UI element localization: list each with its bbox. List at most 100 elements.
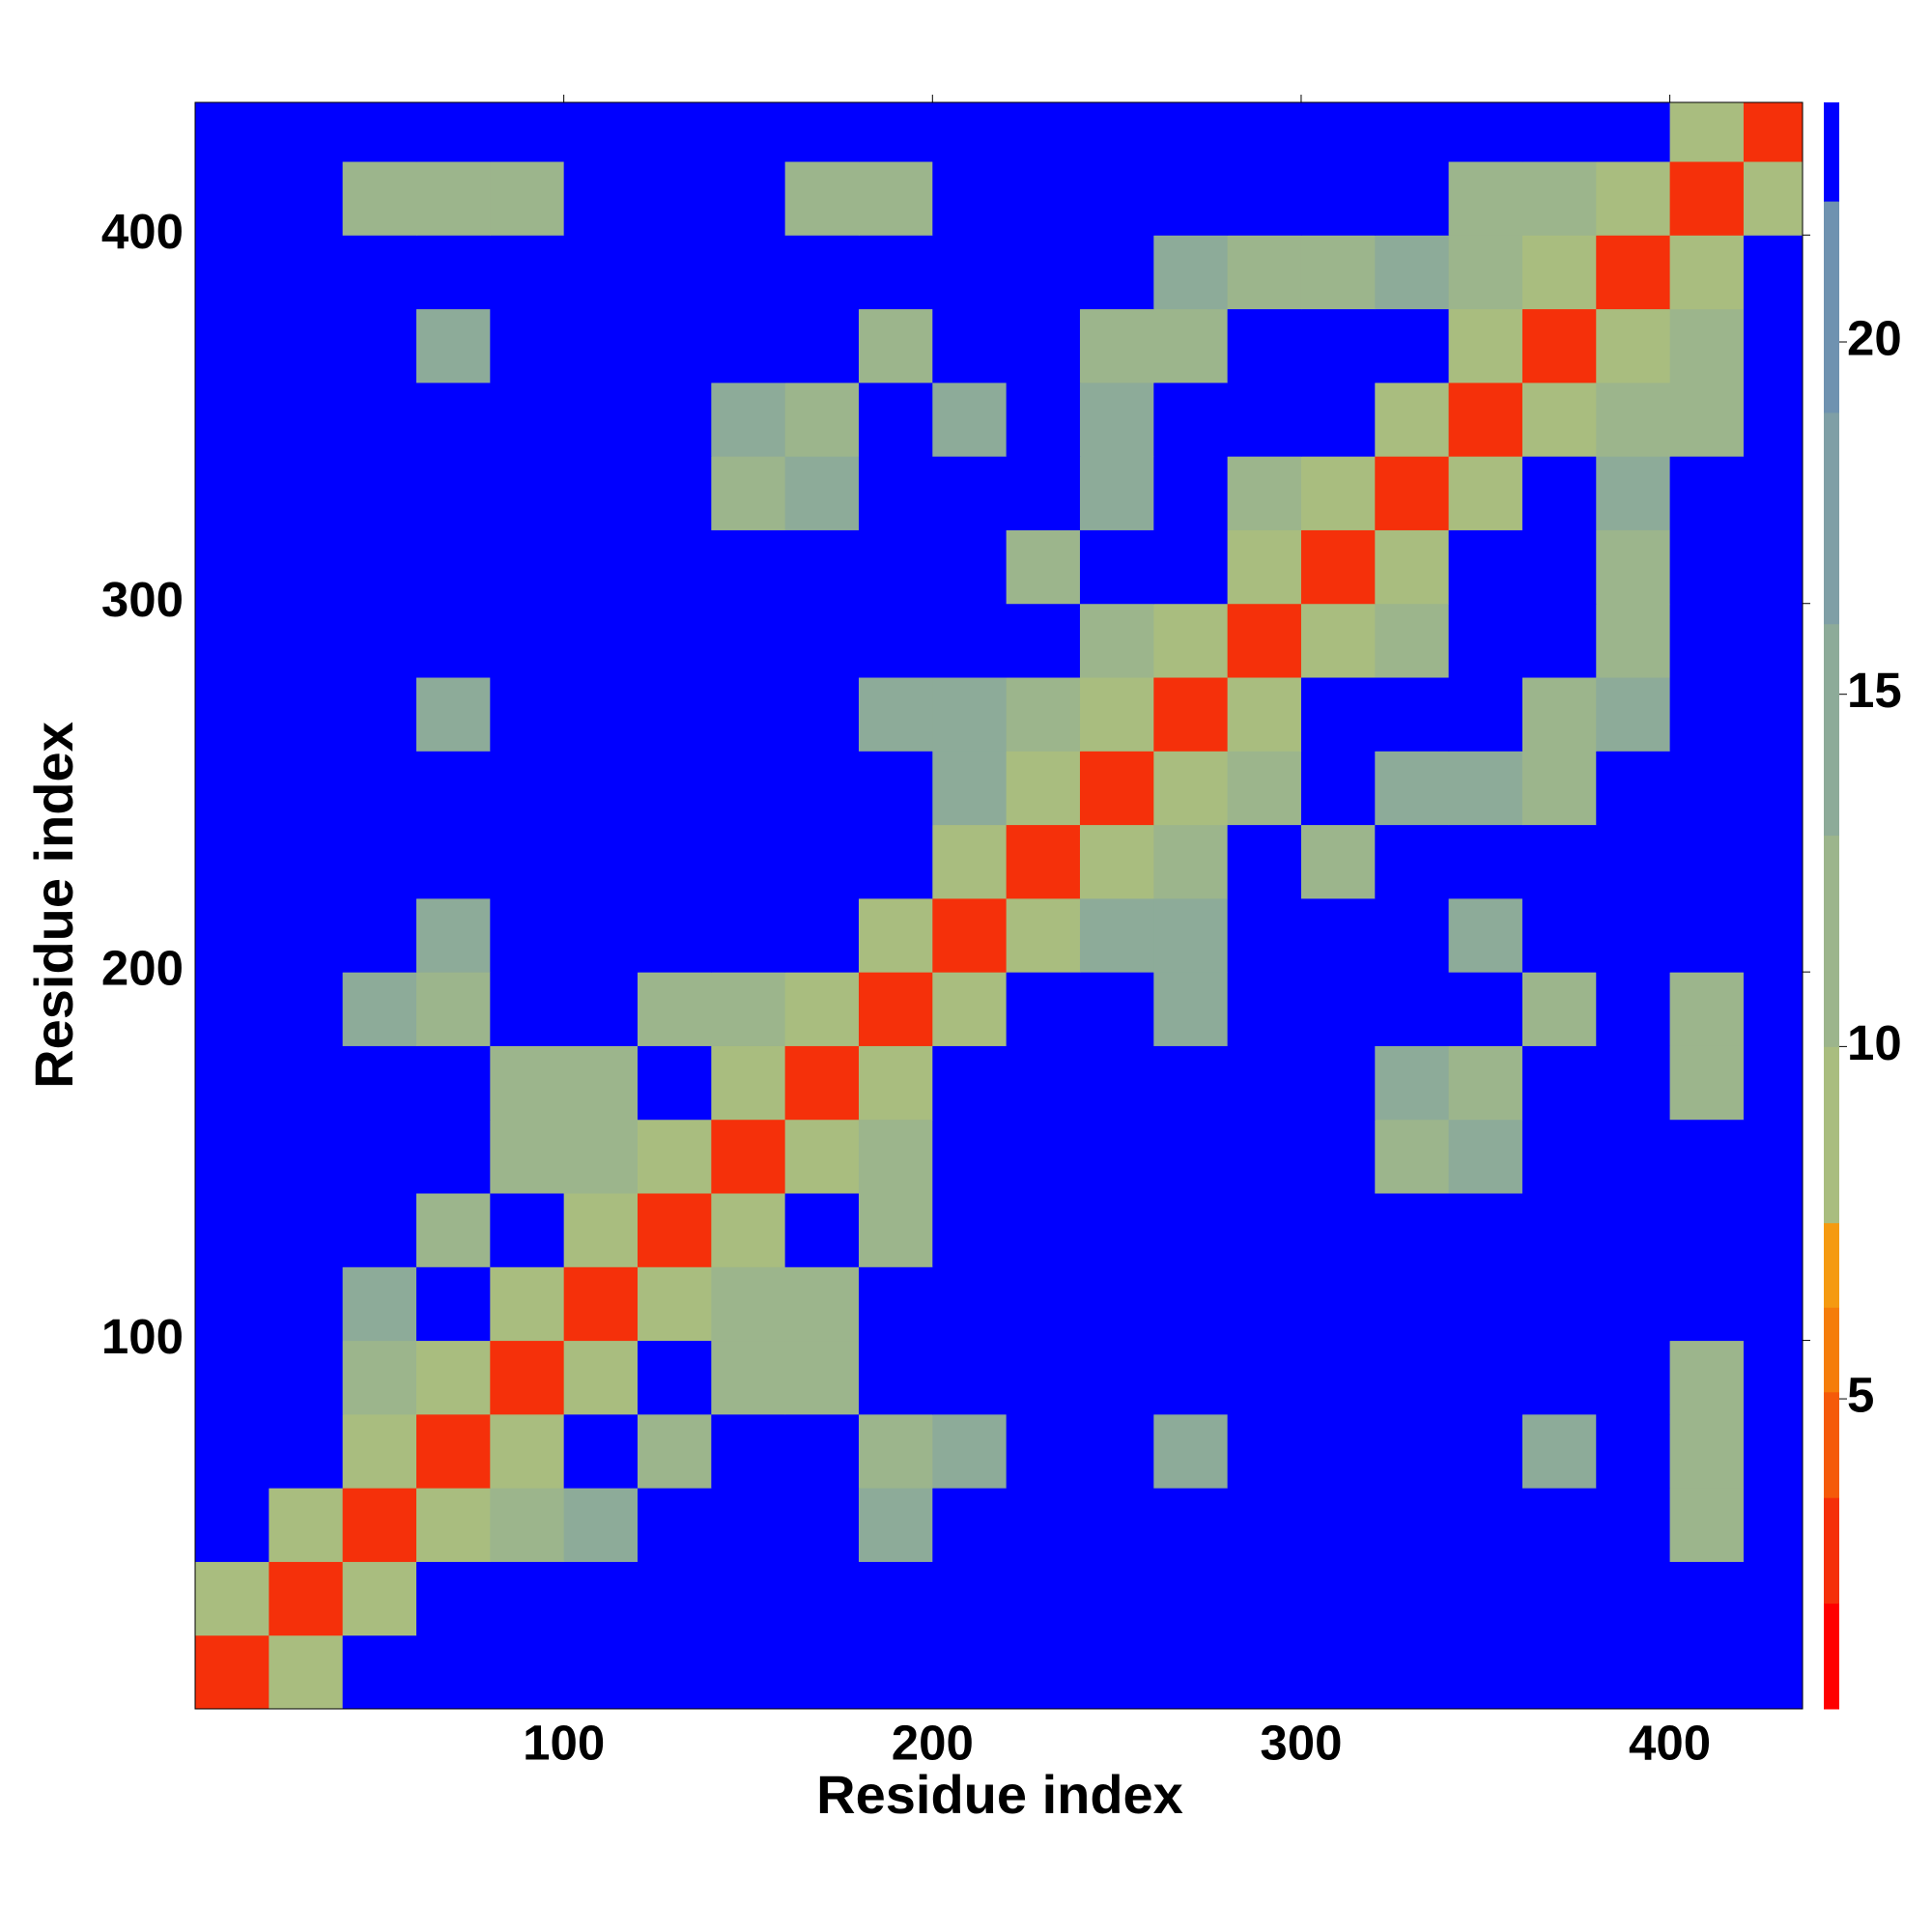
heatmap-cell	[269, 1340, 344, 1415]
heatmap-cell	[1743, 751, 1803, 826]
heatmap-cell	[711, 1413, 786, 1489]
heatmap-cell	[1300, 677, 1376, 752]
heatmap-cell	[415, 1119, 491, 1194]
colorbar-segment	[1824, 1046, 1839, 1224]
heatmap-cell	[711, 1561, 786, 1636]
heatmap-cell	[637, 382, 712, 457]
heatmap-cell	[1669, 308, 1745, 384]
heatmap-cell	[1227, 161, 1302, 236]
heatmap-cell	[932, 824, 1008, 899]
heatmap-cell	[195, 1193, 270, 1267]
heatmap-cell	[195, 529, 270, 605]
heatmap-cell	[563, 897, 639, 973]
heatmap-cell	[415, 1561, 491, 1636]
heatmap-cell	[932, 1634, 1008, 1709]
heatmap-cell	[711, 529, 786, 605]
heatmap-cell	[784, 1634, 860, 1709]
heatmap-cell	[1079, 456, 1154, 530]
heatmap-cell	[1300, 1193, 1376, 1267]
heatmap-cell	[1521, 308, 1597, 384]
heatmap-cell	[1669, 1266, 1745, 1342]
heatmap-cell	[1227, 382, 1302, 457]
heatmap-cell	[1448, 456, 1523, 530]
heatmap-cell	[1153, 102, 1229, 162]
heatmap-cell	[1521, 1193, 1597, 1267]
heatmap-cell	[1669, 1634, 1745, 1709]
y-tick-label: 200	[101, 941, 184, 996]
heatmap-cell	[415, 603, 491, 678]
heatmap-cell	[1375, 677, 1450, 752]
heatmap-cell	[1153, 529, 1229, 605]
heatmap-cell	[1521, 529, 1597, 605]
y-tick-label: 400	[101, 204, 184, 259]
heatmap-cell	[1227, 897, 1302, 973]
heatmap-cell	[1596, 1045, 1671, 1121]
heatmap-cell	[1006, 161, 1081, 236]
heatmap-cell	[1743, 1488, 1803, 1562]
heatmap-cell	[563, 382, 639, 457]
heatmap-cell	[1743, 603, 1803, 678]
heatmap-cell	[490, 1340, 565, 1415]
heatmap-cell	[711, 1045, 786, 1121]
heatmap-cell	[269, 529, 344, 605]
heatmap-cell	[490, 1266, 565, 1342]
heatmap-cell	[858, 824, 933, 899]
heatmap-cell	[1521, 1266, 1597, 1342]
heatmap-cell	[1300, 1413, 1376, 1489]
heatmap-cell	[563, 1413, 639, 1489]
heatmap-cell	[490, 1413, 565, 1489]
heatmap-cell	[1153, 1340, 1229, 1415]
heatmap-cell	[1375, 1634, 1450, 1709]
heatmap-cell	[932, 677, 1008, 752]
heatmap-cell	[415, 677, 491, 752]
heatmap-cell	[1521, 382, 1597, 457]
heatmap-cell	[1153, 1193, 1229, 1267]
heatmap-cell	[1669, 1045, 1745, 1121]
heatmap-cell	[1006, 1488, 1081, 1562]
heatmap-cell	[195, 456, 270, 530]
heatmap-cell	[342, 1413, 417, 1489]
heatmap-cell	[195, 1634, 270, 1709]
heatmap-cell	[490, 1193, 565, 1267]
heatmap-cell	[1448, 1561, 1523, 1636]
heatmap-cell	[858, 1413, 933, 1489]
heatmap-cell	[1300, 1045, 1376, 1121]
heatmap-cell	[711, 235, 786, 310]
heatmap-cell	[1079, 824, 1154, 899]
heatmap-cell	[1448, 1488, 1523, 1562]
heatmap-cell	[1153, 1266, 1229, 1342]
heatmap-cell	[1300, 972, 1376, 1046]
heatmap-cell	[195, 603, 270, 678]
heatmap-cell	[342, 1488, 417, 1562]
heatmap-cell	[1743, 1413, 1803, 1489]
heatmap-cell	[1227, 1488, 1302, 1562]
heatmap-cell	[1227, 603, 1302, 678]
heatmap-cell	[1669, 1561, 1745, 1636]
heatmap-cell	[1375, 1193, 1450, 1267]
heatmap-cell	[1743, 824, 1803, 899]
heatmap-cell	[1227, 1634, 1302, 1709]
heatmap-cell	[342, 972, 417, 1046]
heatmap-cell	[1227, 677, 1302, 752]
heatmap-cell	[563, 603, 639, 678]
heatmap-cell	[563, 1045, 639, 1121]
heatmap-cell	[1448, 1119, 1523, 1194]
heatmap-cell	[1669, 456, 1745, 530]
heatmap-cell	[711, 897, 786, 973]
heatmap-cell	[1375, 1045, 1450, 1121]
heatmap-cell	[1375, 1488, 1450, 1562]
heatmap-cell	[1596, 1266, 1671, 1342]
heatmap-cell	[1521, 677, 1597, 752]
heatmap-cell	[1079, 1413, 1154, 1489]
heatmap-cell	[1153, 1045, 1229, 1121]
heatmap-cell	[711, 1340, 786, 1415]
heatmap-cell	[1153, 1561, 1229, 1636]
heatmap-cell	[1448, 382, 1523, 457]
heatmap-cell	[1375, 603, 1450, 678]
heatmap-cell	[637, 751, 712, 826]
heatmap-cell	[858, 972, 933, 1046]
heatmap-cell	[932, 1413, 1008, 1489]
heatmap-cell	[1079, 677, 1154, 752]
heatmap-cell	[784, 1119, 860, 1194]
heatmap-cell	[415, 1340, 491, 1415]
